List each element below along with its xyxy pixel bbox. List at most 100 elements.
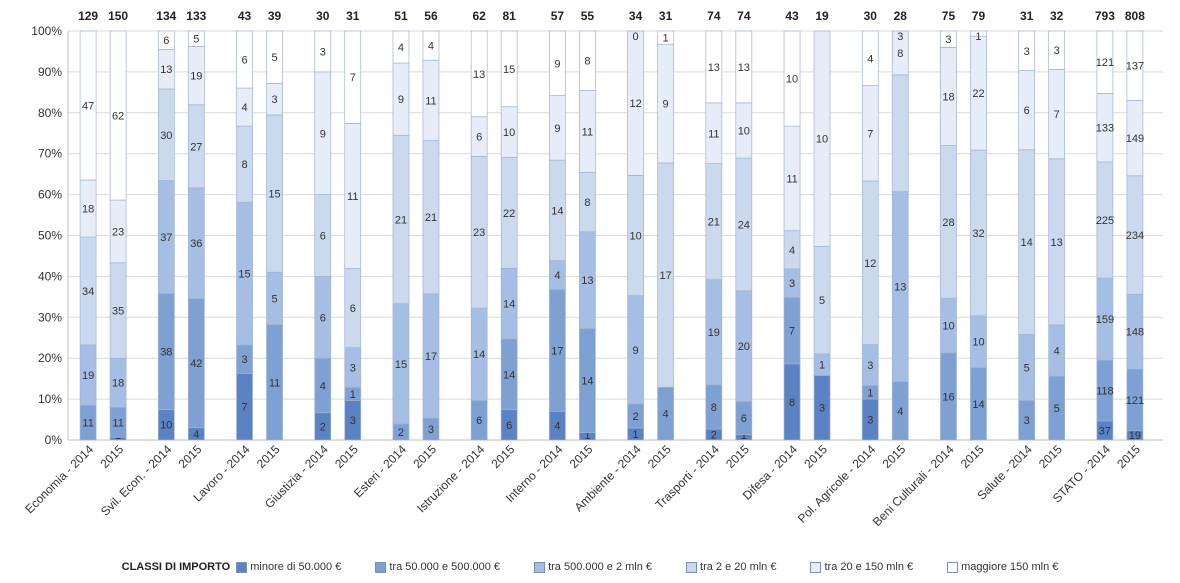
total-label-21: 28 xyxy=(894,9,908,23)
bar-seg-5-17 xyxy=(735,30,753,104)
seg-label-2-22: 10 xyxy=(942,320,954,332)
seg-label-2-27: 148 xyxy=(1126,327,1144,339)
total-label-7: 31 xyxy=(346,9,360,23)
seg-label-1-3: 42 xyxy=(190,358,202,370)
seg-label-3-25: 13 xyxy=(1051,237,1063,249)
seg-label-1-23: 14 xyxy=(972,399,984,411)
seg-label-4-9: 11 xyxy=(425,95,436,107)
seg-label-5-6: 3 xyxy=(320,46,326,58)
x-tick-label-0: Economia - 2014 xyxy=(22,442,96,516)
seg-label-4-14: 12 xyxy=(629,98,641,110)
total-label-10: 62 xyxy=(472,9,486,23)
total-label-24: 31 xyxy=(1020,9,1034,23)
seg-label-3-9: 21 xyxy=(425,212,437,224)
seg-label-0-13: 1 xyxy=(584,430,590,442)
seg-label-4-5: 3 xyxy=(271,94,277,106)
x-tick-label-3: 2015 xyxy=(176,442,205,471)
seg-label-0-7: 3 xyxy=(350,415,356,427)
total-label-19: 19 xyxy=(815,9,829,23)
seg-label-1-14: 2 xyxy=(633,411,639,423)
bar-seg-5-9 xyxy=(422,30,440,61)
total-label-18: 43 xyxy=(785,9,799,23)
total-label-13: 55 xyxy=(581,9,595,23)
seg-label-3-4: 8 xyxy=(241,159,247,171)
seg-label-5-25: 3 xyxy=(1054,45,1060,57)
seg-label-3-2: 30 xyxy=(160,130,172,142)
legend-swatch-0 xyxy=(236,561,248,573)
seg-label-4-3: 19 xyxy=(190,71,202,83)
legend-item-0: minore di 50.000 € xyxy=(236,561,341,573)
seg-label-2-12: 4 xyxy=(554,270,560,282)
seg-label-2-10: 14 xyxy=(473,349,485,361)
seg-label-5-3: 5 xyxy=(193,34,199,46)
seg-label-1-27: 121 xyxy=(1126,395,1144,407)
seg-label-5-9: 4 xyxy=(428,41,434,53)
seg-label-1-7: 1 xyxy=(350,389,356,401)
seg-label-1-13: 14 xyxy=(581,376,593,388)
bar-seg-5-18 xyxy=(783,30,801,127)
legend-swatch-4 xyxy=(810,561,822,573)
seg-label-1-8: 2 xyxy=(398,427,404,439)
legend-item-3: tra 2 e 20 mln € xyxy=(686,561,776,573)
seg-label-2-17: 20 xyxy=(738,341,750,353)
x-tick-label-27: 2015 xyxy=(1114,442,1143,471)
seg-label-2-9: 17 xyxy=(425,351,437,363)
legend-title: CLASSI DI IMPORTO xyxy=(121,561,231,573)
seg-label-2-0: 19 xyxy=(82,370,94,382)
seg-label-2-19: 1 xyxy=(819,360,825,372)
seg-label-4-19: 10 xyxy=(816,134,828,146)
y-tick-label-5: 50% xyxy=(38,229,62,243)
seg-label-5-22: 3 xyxy=(945,34,951,46)
seg-label-0-14: 1 xyxy=(633,429,639,441)
seg-label-3-26: 225 xyxy=(1096,215,1114,227)
seg-label-3-18: 4 xyxy=(789,245,795,257)
seg-label-0-11: 6 xyxy=(506,420,512,432)
legend-label-5: maggiore 150 mln € xyxy=(961,561,1059,573)
seg-label-3-17: 24 xyxy=(738,219,750,231)
seg-label-4-11: 10 xyxy=(503,127,515,139)
seg-label-2-20: 3 xyxy=(867,360,873,372)
seg-label-0-6: 2 xyxy=(320,421,326,433)
bar-seg-5-25 xyxy=(1048,30,1066,70)
seg-label-4-12: 9 xyxy=(554,123,560,135)
seg-label-0-4: 7 xyxy=(241,402,247,414)
seg-label-3-3: 27 xyxy=(190,141,202,153)
x-tick-label-11: 2015 xyxy=(489,442,518,471)
seg-label-4-20: 7 xyxy=(867,128,873,140)
seg-label-2-26: 159 xyxy=(1096,314,1114,326)
seg-label-4-4: 4 xyxy=(241,102,247,114)
seg-label-0-16: 2 xyxy=(711,429,717,441)
bar-seg-5-4 xyxy=(236,30,253,89)
seg-label-4-1: 23 xyxy=(112,226,124,238)
seg-label-0-20: 3 xyxy=(867,415,873,427)
total-label-5: 39 xyxy=(268,9,282,23)
seg-label-4-22: 18 xyxy=(942,91,954,103)
y-tick-label-9: 90% xyxy=(38,65,62,79)
bar-seg-5-13 xyxy=(579,30,596,91)
seg-label-2-13: 13 xyxy=(581,275,593,287)
seg-label-4-13: 11 xyxy=(582,126,593,138)
y-tick-label-6: 60% xyxy=(38,188,62,202)
seg-label-1-0: 11 xyxy=(82,418,93,430)
seg-label-4-6: 9 xyxy=(320,128,326,140)
seg-label-4-0: 18 xyxy=(82,204,94,216)
total-label-2: 134 xyxy=(156,9,176,23)
x-tick-label-25: 2015 xyxy=(1036,442,1065,471)
y-tick-label-10: 100% xyxy=(31,24,62,38)
seg-label-3-1: 35 xyxy=(112,305,124,317)
bar-seg-5-3 xyxy=(187,30,205,47)
seg-label-4-27: 149 xyxy=(1126,133,1144,145)
bar-seg-5-2 xyxy=(157,30,175,50)
legend-swatch-1 xyxy=(375,561,387,573)
y-tick-label-4: 40% xyxy=(38,269,62,283)
legend-label-3: tra 2 e 20 mln € xyxy=(700,561,777,573)
bar-seg-5-27 xyxy=(1126,30,1144,101)
x-tick-label-23: 2015 xyxy=(958,442,987,471)
x-tick-label-15: 2015 xyxy=(645,442,674,471)
total-label-6: 30 xyxy=(316,9,330,23)
seg-label-5-11: 15 xyxy=(503,64,515,76)
x-tick-label-22: Beni Culturali - 2014 xyxy=(870,442,957,529)
seg-label-2-1: 18 xyxy=(112,378,124,390)
seg-label-2-8: 15 xyxy=(395,359,407,371)
